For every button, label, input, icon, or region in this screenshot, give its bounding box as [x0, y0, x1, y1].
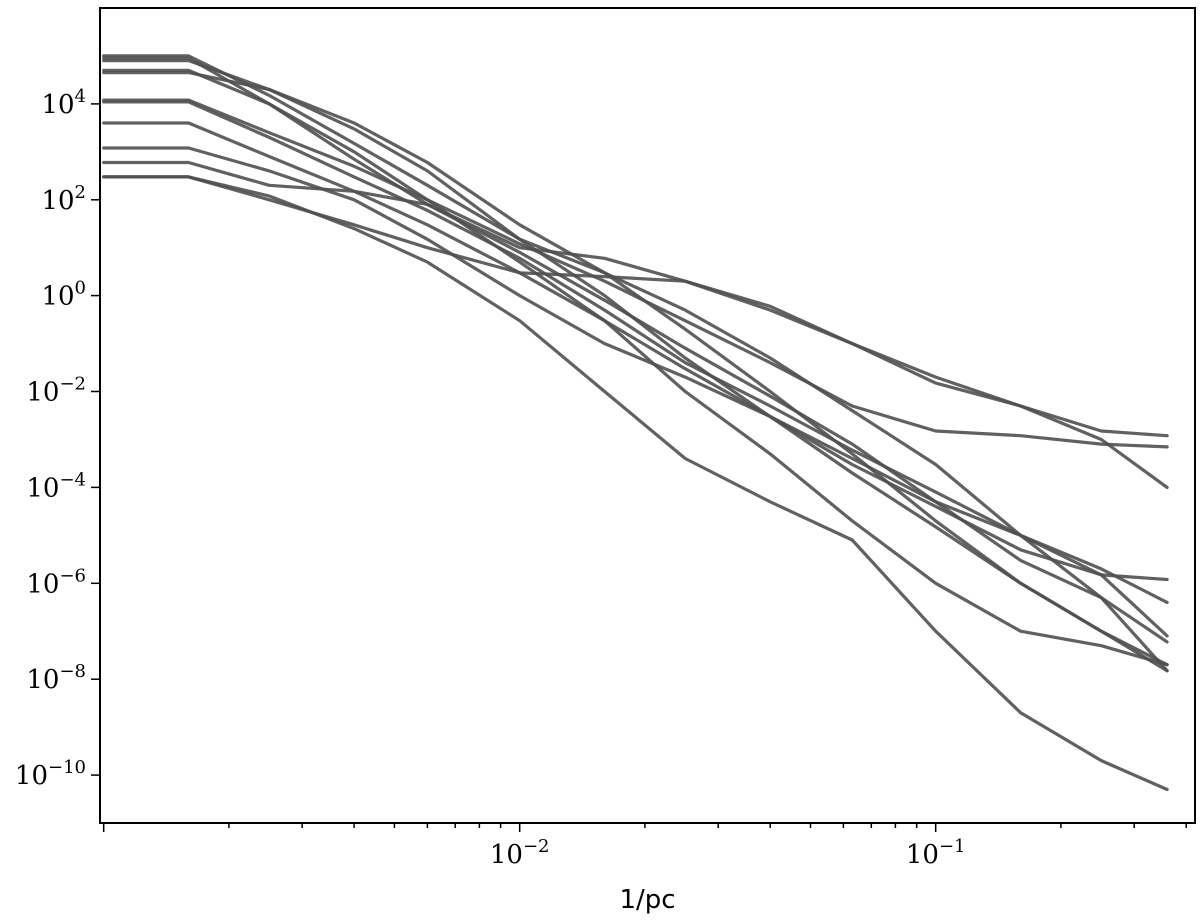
series-lines: [102, 54, 1169, 792]
y-tick-label: 100: [41, 278, 86, 312]
series-line-4: [102, 71, 1169, 582]
series-line-1: [102, 54, 1169, 673]
y-tick-label: 10−10: [15, 757, 86, 791]
y-tick-label-exponent: 4: [75, 86, 86, 107]
y-tick-label: 10−6: [26, 565, 86, 599]
x-tick-label-base: 10: [906, 840, 939, 870]
y-tick-label-exponent: −10: [48, 757, 86, 778]
y-tick-label: 10−8: [26, 661, 86, 695]
y-tick-label-base: 10: [41, 282, 74, 312]
y-tick-label-base: 10: [41, 186, 74, 216]
series-line-8: [102, 146, 1169, 604]
x-tick-label-exponent: −2: [523, 836, 550, 857]
x-tick-label-base: 10: [490, 840, 523, 870]
series-line-9: [102, 160, 1169, 489]
series-line-2: [102, 56, 1169, 644]
y-tick-label-exponent: −4: [59, 469, 86, 490]
series-line-11: [102, 68, 1169, 667]
y-tick-label-exponent: 2: [75, 182, 86, 203]
y-tick-label-base: 10: [26, 665, 59, 695]
y-tick-label-exponent: 0: [75, 278, 86, 299]
y-tick-label-exponent: −8: [59, 661, 86, 682]
axis-ticks: [91, 103, 1187, 832]
y-tick-label-base: 10: [41, 90, 74, 120]
series-line-5: [102, 98, 1169, 449]
x-tick-label-exponent: −1: [939, 836, 966, 857]
y-tick-label-base: 10: [26, 473, 59, 503]
y-tick-label: 102: [41, 182, 86, 216]
series-line-10: [102, 175, 1169, 438]
y-tick-label-exponent: −6: [59, 565, 86, 586]
series-line-12: [102, 175, 1169, 792]
plot-frame: [99, 7, 1196, 824]
y-tick-label: 10−4: [26, 469, 86, 503]
y-tick-label: 104: [41, 86, 86, 120]
y-tick-label: 10−2: [26, 374, 86, 408]
y-tick-label-base: 10: [15, 761, 48, 791]
series-line-7: [102, 121, 1169, 673]
y-tick-label-base: 10: [26, 569, 59, 599]
y-tick-label-exponent: −2: [59, 374, 86, 395]
x-axis-label: 1/pc: [619, 885, 675, 915]
x-tick-label: 10−1: [906, 836, 966, 870]
y-tick-label-base: 10: [26, 378, 59, 408]
x-tick-label: 10−2: [490, 836, 550, 870]
